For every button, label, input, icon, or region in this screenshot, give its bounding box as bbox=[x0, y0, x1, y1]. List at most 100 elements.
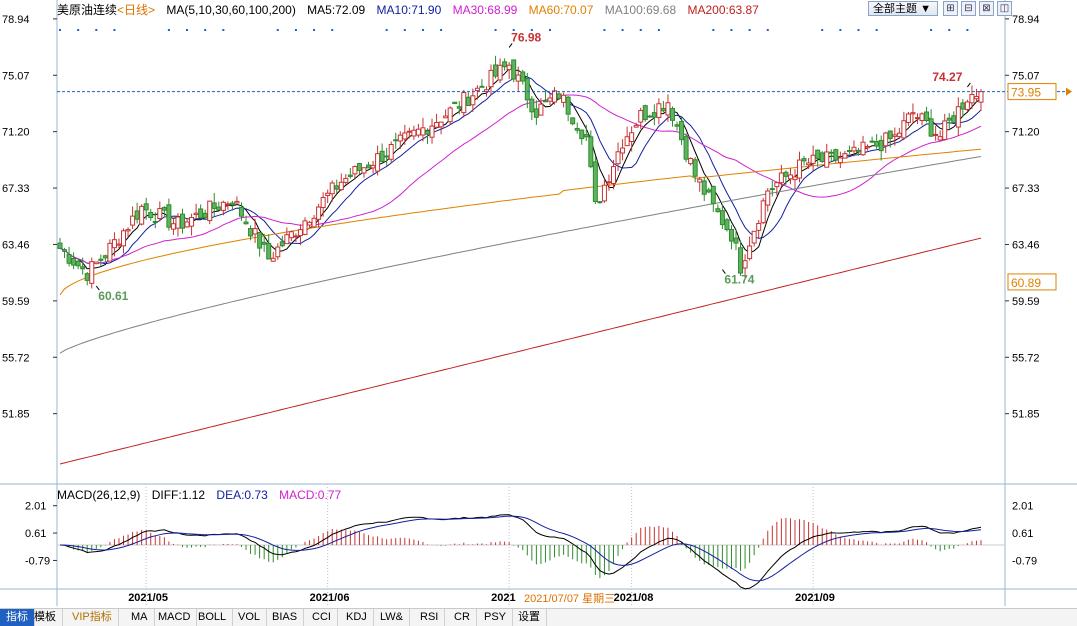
tab-rsi[interactable]: RSI bbox=[414, 609, 446, 626]
tab-indicators[interactable]: 指标 bbox=[0, 609, 35, 626]
candle-up bbox=[901, 120, 907, 139]
candle-down bbox=[366, 164, 372, 169]
signal-dot bbox=[657, 29, 660, 31]
candle-up bbox=[234, 200, 240, 204]
candle-down bbox=[946, 117, 952, 121]
candle-down bbox=[660, 107, 666, 112]
tab-cr[interactable]: CR bbox=[448, 609, 477, 626]
candle-up bbox=[270, 257, 276, 262]
candle-up bbox=[606, 181, 612, 184]
candle-down bbox=[257, 231, 263, 249]
candle-down bbox=[356, 163, 362, 171]
ma-line-ma200 bbox=[59, 237, 982, 465]
tab-bias[interactable]: BIAS bbox=[266, 609, 305, 626]
candle-down bbox=[243, 221, 249, 225]
tab-vol[interactable]: VOL bbox=[232, 609, 268, 626]
signal-dot bbox=[603, 29, 606, 31]
candle-up bbox=[778, 172, 784, 184]
candle-up bbox=[561, 94, 567, 103]
macd-tick-label-left: 2.01 bbox=[25, 501, 46, 513]
candle-up bbox=[338, 181, 344, 191]
candle-up bbox=[933, 133, 939, 136]
signal-dot bbox=[512, 29, 515, 31]
candle-down bbox=[815, 149, 821, 159]
tab-macd[interactable]: MACD bbox=[152, 609, 198, 626]
signal-dot bbox=[167, 29, 170, 31]
layout-icon[interactable]: ⊠ bbox=[979, 1, 994, 16]
expand-icon[interactable]: ⊞ bbox=[943, 1, 958, 16]
annotation-pointer bbox=[95, 285, 100, 291]
signal-dot bbox=[77, 29, 80, 31]
ma5-value: MA5:72.09 bbox=[307, 3, 366, 17]
candle-up bbox=[883, 132, 889, 147]
candle-up bbox=[320, 196, 326, 209]
period-label[interactable]: <日线> bbox=[117, 3, 156, 17]
tab-lw[interactable]: LW& bbox=[374, 609, 411, 626]
candle-up bbox=[420, 127, 426, 136]
candle-down bbox=[706, 189, 712, 193]
ma-line-ma60 bbox=[59, 148, 982, 296]
candle-down bbox=[384, 155, 390, 158]
tab-cci[interactable]: CCI bbox=[306, 609, 338, 626]
macd-diff: DIFF:1.12 bbox=[151, 488, 206, 502]
tab-vip-indicators[interactable]: VIP指标 bbox=[66, 609, 119, 626]
y-tick-label-left: 59.59 bbox=[2, 296, 30, 308]
candle-up bbox=[415, 128, 421, 136]
macd-title: MACD(26,12,9) bbox=[57, 488, 141, 502]
signal-dot bbox=[730, 29, 733, 31]
candle-up bbox=[774, 182, 780, 188]
signal-dot bbox=[204, 29, 207, 31]
annotation-label: 74.27 bbox=[932, 70, 962, 84]
candle-down bbox=[592, 161, 598, 202]
candle-up bbox=[402, 132, 408, 140]
candle-up bbox=[515, 74, 521, 82]
candle-up bbox=[955, 106, 961, 128]
signal-dot bbox=[548, 29, 551, 31]
candle-up bbox=[488, 69, 494, 88]
macd-value: MACD:0.77 bbox=[279, 488, 342, 502]
maximize-icon[interactable]: ◫ bbox=[997, 1, 1012, 16]
theme-dropdown[interactable]: 全部主题 ▼ bbox=[868, 1, 938, 16]
candle-down bbox=[728, 228, 734, 242]
candle-down bbox=[887, 130, 893, 139]
tab-template[interactable]: 模板 bbox=[28, 609, 63, 626]
candle-down bbox=[556, 93, 562, 100]
y-tick-label-right: 75.07 bbox=[1012, 70, 1040, 82]
macd-dea: DEA:0.73 bbox=[216, 488, 268, 502]
candle-up bbox=[470, 95, 476, 106]
candle-down bbox=[565, 96, 571, 115]
candle-up bbox=[107, 242, 113, 262]
candle-down bbox=[266, 242, 272, 260]
tab-settings[interactable]: 设置 bbox=[512, 609, 547, 626]
ma-line-ma100 bbox=[59, 156, 982, 354]
tab-psy[interactable]: PSY bbox=[478, 609, 514, 626]
candle-up bbox=[307, 221, 313, 226]
candle-down bbox=[674, 124, 680, 127]
candle-down bbox=[211, 202, 217, 209]
x-tick-label: 2021/06 bbox=[310, 592, 350, 604]
candle-up bbox=[747, 245, 753, 260]
candle-up bbox=[316, 206, 322, 220]
candle-down bbox=[102, 255, 108, 259]
price-chart[interactable]: 78.94 78.94 75.07 75.07 71.20 71.20 67.33 67.33… bbox=[0, 0, 1077, 608]
candle-down bbox=[493, 64, 499, 77]
candle-down bbox=[248, 228, 254, 237]
candle-down bbox=[869, 140, 875, 143]
candle-up bbox=[111, 239, 117, 249]
candle-down bbox=[724, 219, 730, 231]
candle-down bbox=[98, 258, 104, 261]
candle-up bbox=[434, 122, 440, 128]
indicator-tab-bar: 指标 模板 VIP指标 MA MACD BOLL VOL BIAS CCI KD… bbox=[0, 608, 1077, 626]
candle-down bbox=[334, 185, 340, 190]
y-tick-label-right: 59.59 bbox=[1012, 296, 1040, 308]
candle-down bbox=[588, 136, 594, 168]
ma-line-ma30 bbox=[59, 94, 982, 264]
split-icon[interactable]: ⊟ bbox=[961, 1, 976, 16]
candle-down bbox=[161, 207, 167, 211]
candle-down bbox=[424, 130, 430, 135]
tab-ma[interactable]: MA bbox=[125, 609, 155, 626]
tab-boll[interactable]: BOLL bbox=[192, 609, 234, 626]
tab-kdj[interactable]: KDJ bbox=[340, 609, 374, 626]
candle-up bbox=[193, 212, 199, 216]
candle-up bbox=[207, 200, 213, 222]
